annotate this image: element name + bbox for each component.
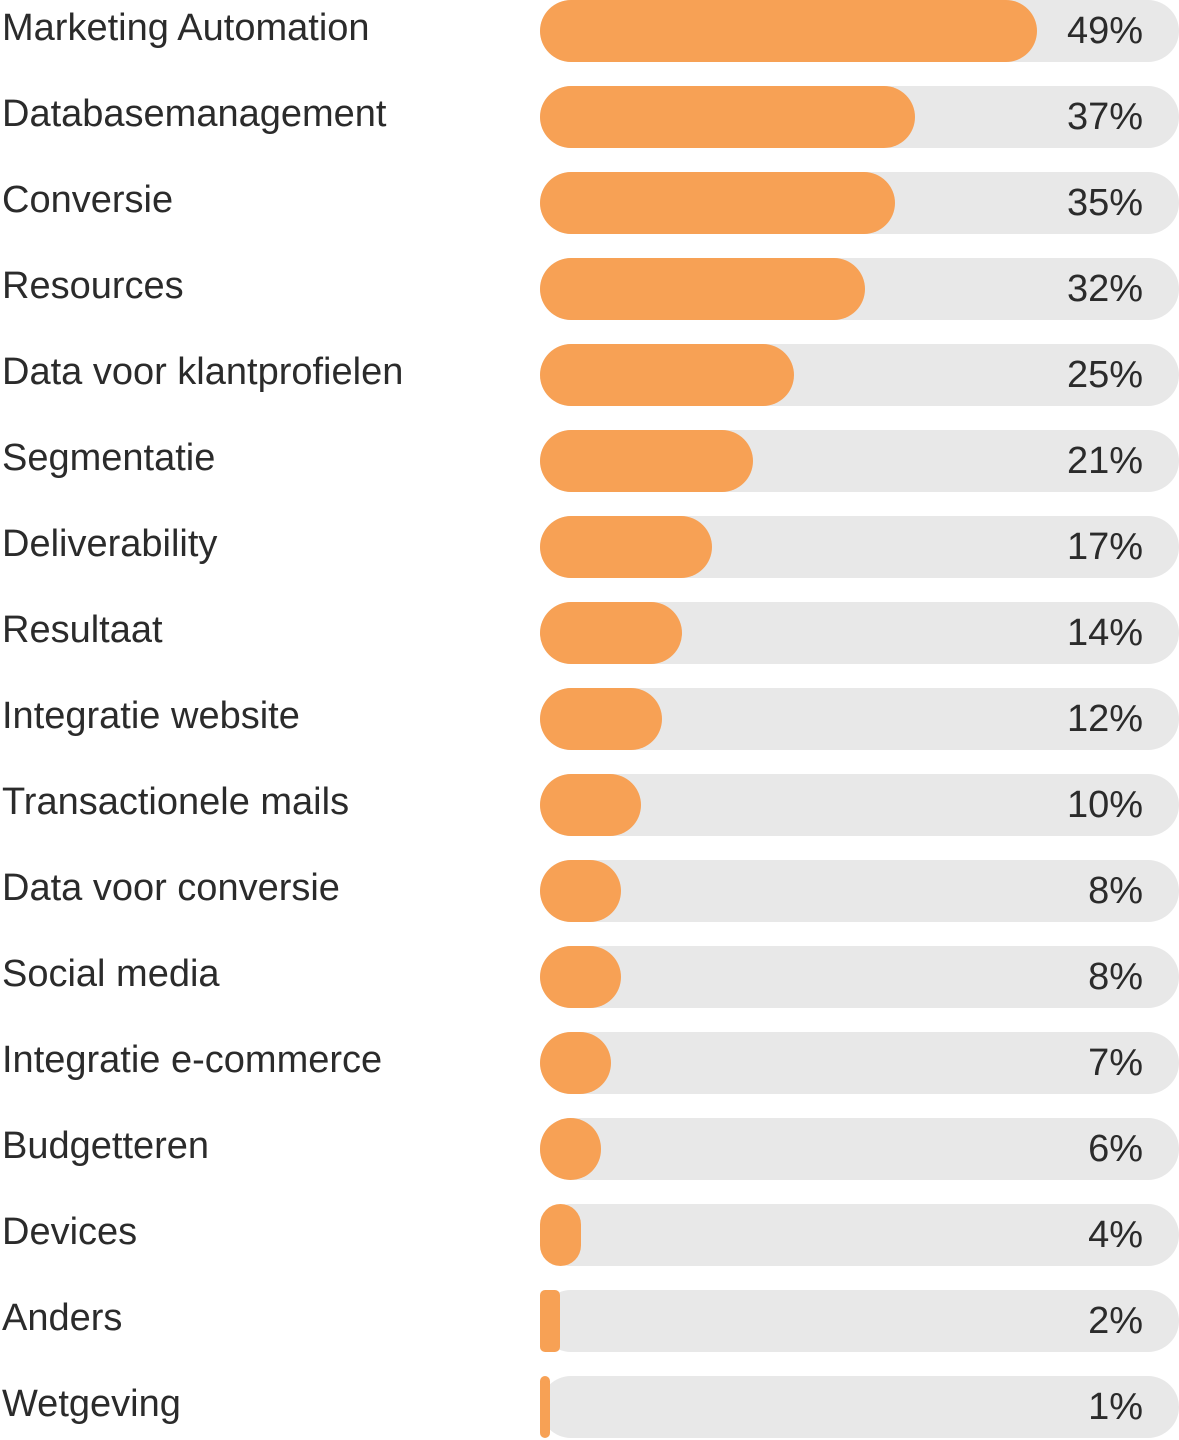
bar-fill (540, 344, 794, 406)
bar-row: Data voor conversie 8% (0, 860, 1179, 922)
bar-row: Resultaat 14% (0, 602, 1179, 664)
category-label: Budgetteren (2, 1125, 210, 1167)
category-label: Anders (2, 1297, 123, 1339)
bar-fill (540, 688, 662, 750)
value-label: 21% (1066, 440, 1143, 482)
value-label: 37% (1066, 96, 1143, 138)
bar-row: Integratie website 12% (0, 688, 1179, 750)
category-label: Resultaat (2, 609, 163, 651)
bar-track (540, 774, 1179, 836)
category-label: Deliverability (2, 523, 218, 565)
category-label: Marketing Automation (2, 7, 370, 49)
bar-fill (540, 86, 915, 148)
category-label: Resources (2, 265, 184, 307)
bar-row: Devices 4% (0, 1204, 1179, 1266)
bar-row: Resources 32% (0, 258, 1179, 320)
value-label: 2% (1088, 1300, 1143, 1342)
bar-track (540, 1032, 1179, 1094)
value-label: 6% (1088, 1128, 1143, 1170)
value-label: 35% (1066, 182, 1143, 224)
bar-row: Conversie 35% (0, 172, 1179, 234)
value-label: 4% (1088, 1214, 1143, 1256)
bar-row: Social media 8% (0, 946, 1179, 1008)
bar-track (540, 946, 1179, 1008)
bar-fill (540, 860, 621, 922)
bar-track (540, 860, 1179, 922)
category-label: Integratie e-commerce (2, 1039, 383, 1081)
category-label: Data voor conversie (2, 867, 340, 909)
bar-fill (540, 1376, 550, 1438)
bar-row: Integratie e-commerce 7% (0, 1032, 1179, 1094)
bar-track (540, 1376, 1179, 1438)
bar-track (540, 1290, 1179, 1352)
category-label: Conversie (2, 179, 174, 221)
value-label: 7% (1088, 1042, 1143, 1084)
bar-fill (540, 258, 865, 320)
value-label: 17% (1066, 526, 1143, 568)
bar-row: Data voor klantprofielen 25% (0, 344, 1179, 406)
bar-fill (540, 1290, 560, 1352)
bar-track (540, 1204, 1179, 1266)
value-label: 8% (1088, 956, 1143, 998)
bar-fill (540, 774, 641, 836)
value-label: 12% (1066, 698, 1143, 740)
value-label: 10% (1066, 784, 1143, 826)
category-label: Databasemanagement (2, 93, 387, 135)
value-label: 8% (1088, 870, 1143, 912)
bar-fill (540, 1032, 611, 1094)
category-label: Segmentatie (2, 437, 216, 479)
category-label: Devices (2, 1211, 138, 1253)
bar-row: Budgetteren 6% (0, 1118, 1179, 1180)
category-label: Transactionele mails (2, 781, 350, 823)
bar-fill (540, 1204, 581, 1266)
category-label: Data voor klantprofielen (2, 351, 404, 393)
value-label: 32% (1066, 268, 1143, 310)
bar-row: Marketing Automation 49% (0, 0, 1179, 62)
bar-track (540, 1118, 1179, 1180)
category-label: Social media (2, 953, 220, 995)
bar-row: Anders 2% (0, 1290, 1179, 1352)
category-label: Integratie website (2, 695, 300, 737)
bar-fill (540, 1118, 601, 1180)
bar-fill (540, 946, 621, 1008)
bar-fill (540, 602, 682, 664)
category-label: Wetgeving (2, 1383, 181, 1425)
bar-fill (540, 0, 1037, 62)
bar-fill (540, 516, 712, 578)
value-label: 25% (1066, 354, 1143, 396)
bar-fill (540, 172, 895, 234)
value-label: 1% (1088, 1386, 1143, 1428)
bar-fill (540, 430, 753, 492)
bar-row: Deliverability 17% (0, 516, 1179, 578)
value-label: 49% (1066, 10, 1143, 52)
bar-row: Segmentatie 21% (0, 430, 1179, 492)
bar-row: Wetgeving 1% (0, 1376, 1179, 1438)
value-label: 14% (1066, 612, 1143, 654)
bar-row: Transactionele mails 10% (0, 774, 1179, 836)
bar-row: Databasemanagement 37% (0, 86, 1179, 148)
